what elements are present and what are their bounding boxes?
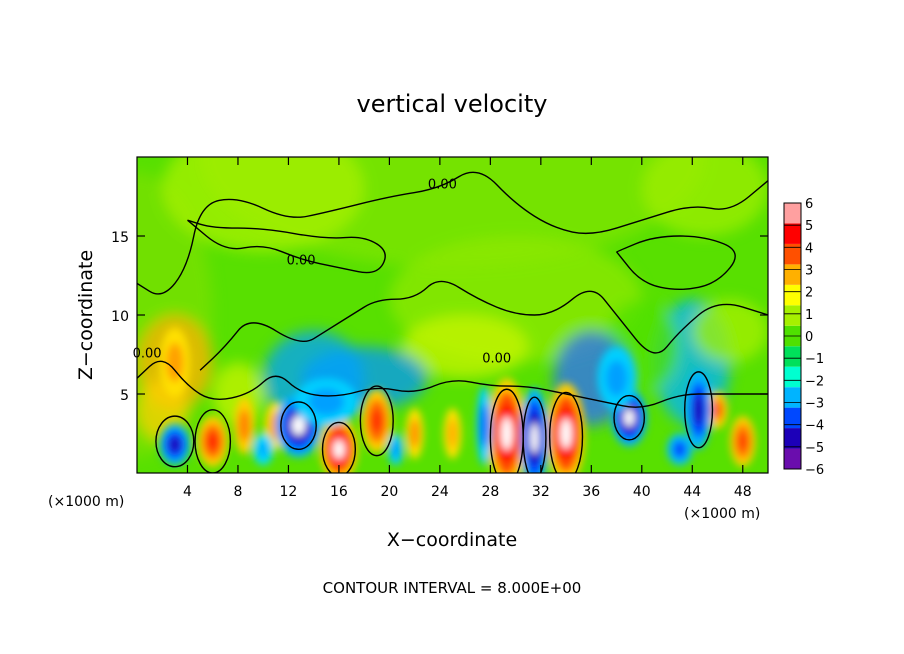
cell-contour — [613, 394, 646, 441]
colorbar-tick-label: −4 — [805, 419, 824, 434]
x-tick-label: 40 — [633, 484, 651, 500]
colorbar-tick-label: 5 — [805, 219, 813, 234]
x-tick-label: 12 — [280, 484, 298, 500]
contour-labels: 0.00 0.00 0.00 0.00 — [133, 178, 512, 367]
colorbar-tick-label: −3 — [805, 397, 824, 412]
colorbar-swatch — [784, 284, 801, 306]
y-tick-label: 10 — [111, 309, 129, 325]
velocity-field — [137, 157, 768, 473]
contour-label: 0.00 — [482, 351, 511, 366]
y-axis-label: Z−coordinate — [75, 250, 97, 380]
colorbar-swatch — [784, 243, 801, 265]
colorbar-tick-label: −1 — [805, 352, 824, 367]
colorbar-swatch — [784, 407, 801, 429]
y-tick-label: 15 — [111, 230, 129, 246]
cell-contour — [155, 415, 195, 468]
contour-label: 0.00 — [428, 178, 457, 193]
zero-contour-line — [616, 235, 736, 291]
contour-label: 0.00 — [133, 347, 162, 362]
x-tick-label: 48 — [734, 484, 752, 500]
colorbar-tick-label: 6 — [805, 197, 813, 212]
x-tick-label: 28 — [481, 484, 499, 500]
x-tick-label: 44 — [683, 484, 701, 500]
colorbar-tick-label: −5 — [805, 441, 824, 456]
x-axis-label: X−coordinate — [387, 529, 517, 551]
x-tick-label: 4 — [183, 484, 192, 500]
colorbar-swatch — [784, 223, 801, 244]
colorbar-swatch — [784, 428, 801, 449]
x-unit-label-right: (×1000 m) — [684, 506, 760, 522]
colorbar: 6 5 4 3 2 1 0 −1 −2 −3 −4 −5 −6 — [783, 197, 824, 478]
colorbar-tick-label: 2 — [805, 286, 813, 301]
x-tick-label: 32 — [532, 484, 550, 500]
y-tick-label: 5 — [120, 388, 129, 404]
plot-area: 0.000.000.000.00 4 8 12 16 20 24 28 32 36 40 44 48 … — [111, 156, 769, 500]
cell-contour — [522, 396, 547, 473]
colorbar-swatch — [784, 387, 801, 408]
colorbar-tick-label: −6 — [805, 463, 824, 478]
cell-contour — [684, 371, 714, 449]
colorbar-swatch — [784, 264, 801, 285]
zero-contour-line — [199, 280, 768, 371]
contour-interval-text: CONTOUR INTERVAL = 8.000E+00 — [323, 579, 582, 597]
colorbar-tick-label: −2 — [805, 374, 824, 389]
zero-contour-line — [187, 219, 386, 274]
colorbar-tick-label: 1 — [805, 308, 813, 323]
colorbar-tick-label: 4 — [805, 241, 813, 256]
colorbar-swatch — [784, 203, 801, 224]
colorbar-tick-label: 3 — [805, 264, 813, 279]
x-tick-label: 36 — [582, 484, 600, 500]
chart-title: vertical velocity — [357, 90, 548, 118]
x-tick-label: 16 — [330, 484, 348, 500]
colorbar-swatch — [784, 448, 801, 469]
zero-contours — [137, 171, 768, 473]
x-tick-label: 24 — [431, 484, 449, 500]
colorbar-swatch — [784, 366, 801, 388]
cell-contour — [548, 391, 584, 473]
colorbar-swatch — [784, 305, 801, 326]
x-tick-label: 20 — [380, 484, 398, 500]
cell-contour — [280, 401, 317, 450]
y-axis: 5 10 15 — [111, 230, 768, 404]
cell-contour — [359, 385, 394, 457]
x-tick-label: 8 — [233, 484, 242, 500]
contour-label: 0.00 — [287, 253, 316, 268]
zero-contour-line — [137, 171, 768, 295]
x-unit-label-left: (×1000 m) — [48, 494, 124, 510]
cell-contour — [321, 421, 357, 473]
zero-contour-line — [137, 360, 768, 408]
colorbar-tick-label: 0 — [805, 330, 813, 345]
x-axis: 4 8 12 16 20 24 28 32 36 40 44 48 — [183, 157, 752, 500]
colorbar-swatch — [784, 346, 801, 367]
